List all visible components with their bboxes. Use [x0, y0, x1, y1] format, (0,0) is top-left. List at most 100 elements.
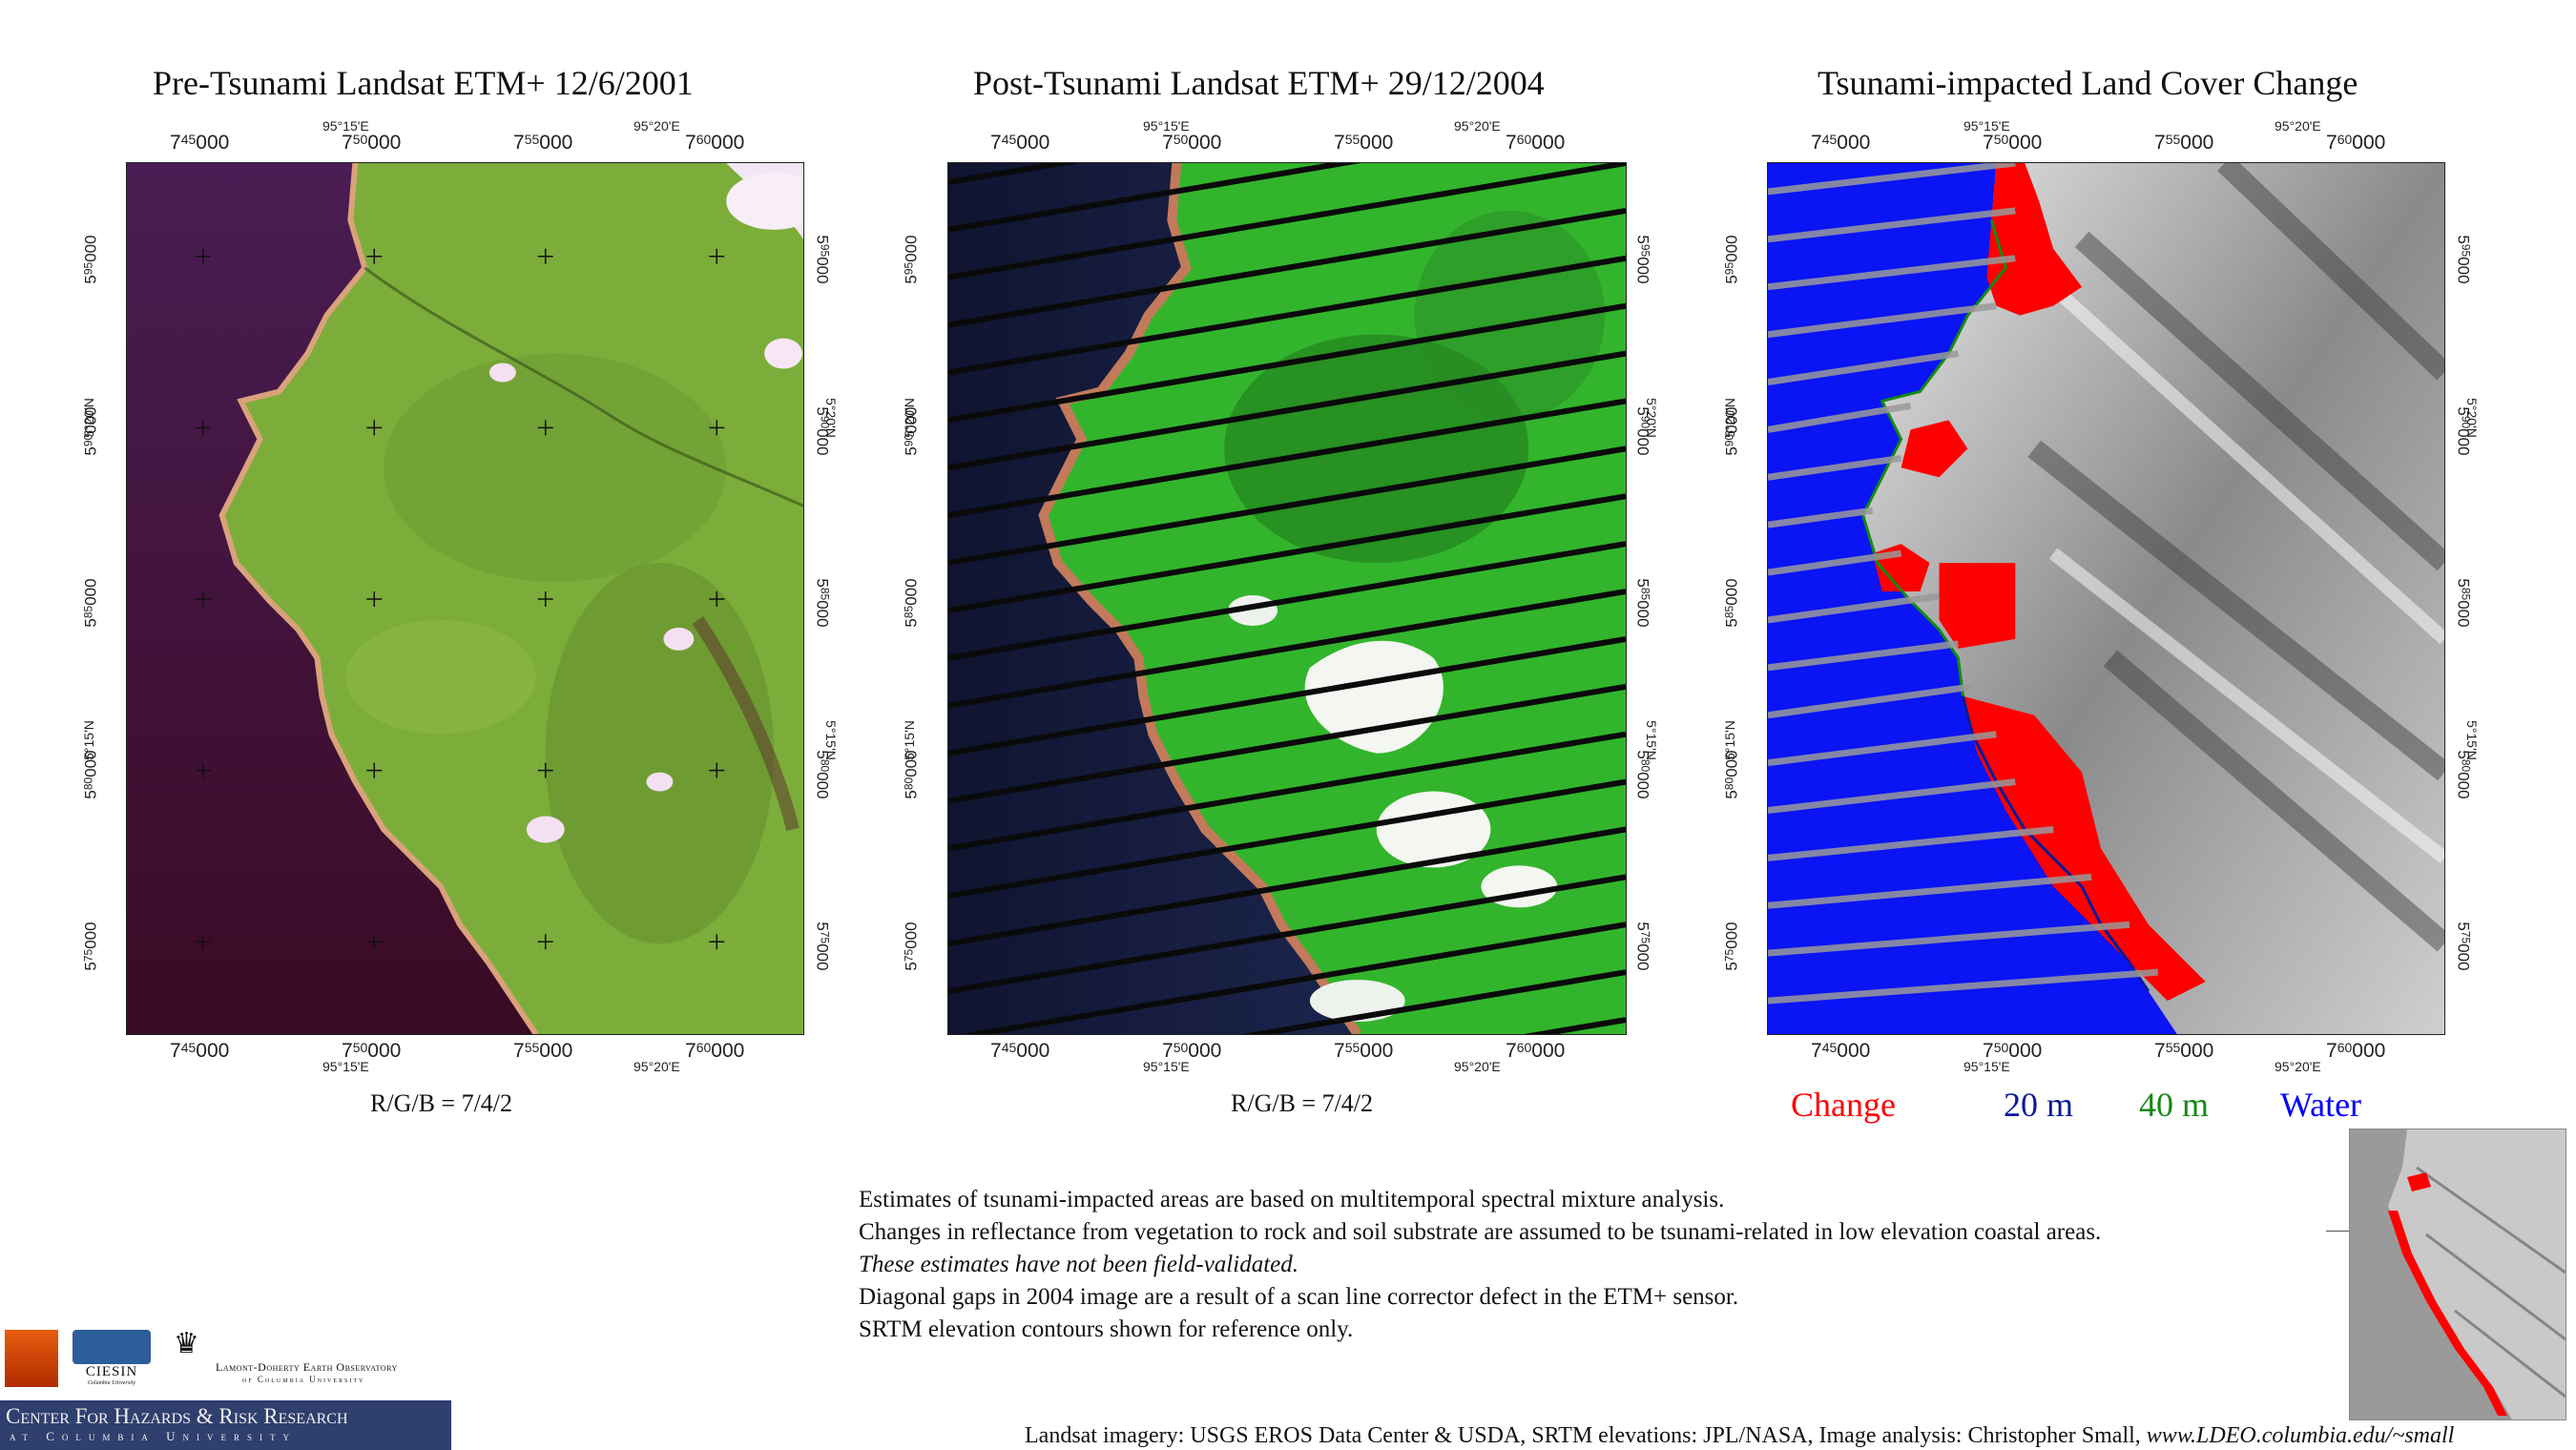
northing-tick-left: 575000 [1722, 922, 1741, 971]
easting-tick-bottom: 750000 [1162, 1040, 1222, 1062]
easting-tick-bottom: 745000 [170, 1040, 230, 1062]
credit-url-link[interactable]: www.LDEO.columbia.edu/~small [2146, 1423, 2455, 1448]
chrr-affiliation: at Columbia University [10, 1429, 298, 1443]
lat-label-right: 5°20'N [822, 398, 839, 438]
legend-40m-contour: 40 m [2139, 1086, 2210, 1124]
band-caption-pre: R/G/B = 7/4/2 [370, 1089, 513, 1117]
easting-tick-top: 760000 [685, 132, 745, 154]
ldeo-logo: ♛ Lamont-Doherty Earth Observatory of Co… [174, 1330, 450, 1389]
inset-pointer [2326, 1231, 2349, 1232]
crown-icon: ♛ [174, 1328, 199, 1359]
lon-label-bottom: 95°15'E [322, 1059, 369, 1074]
lat-label-left: 5°15'N [80, 720, 96, 760]
lon-label-bottom: 95°15'E [1963, 1059, 2010, 1074]
legend-change: Change [1791, 1086, 1896, 1124]
panel-title-post: Post-Tsunami Landsat ETM+ 29/12/2004 [973, 64, 1545, 102]
easting-tick-bottom: 755000 [2154, 1040, 2214, 1062]
northing-tick-right: 575000 [813, 922, 832, 971]
lon-label-top: 95°15'E [1963, 118, 2010, 134]
northing-tick-left: 585000 [1722, 578, 1741, 628]
easting-tick-top: 745000 [1811, 132, 1871, 154]
northing-tick-left: 585000 [81, 578, 100, 628]
northing-tick-right: 585000 [813, 578, 832, 628]
northing-tick-right: 585000 [1633, 578, 1652, 628]
lat-label-left: 5°20'N [901, 398, 917, 438]
lat-label-right: 5°20'N [1643, 398, 1659, 438]
northing-tick-right: 585000 [2454, 578, 2473, 628]
ciesin-logo: CIESIN Columbia University [73, 1330, 151, 1389]
lon-label-top: 95°15'E [322, 118, 369, 134]
easting-tick-bottom: 760000 [2326, 1040, 2386, 1062]
easting-tick-top: 750000 [1983, 132, 2043, 154]
northing-tick-left: 585000 [902, 578, 921, 628]
northing-tick-left: 595000 [902, 235, 921, 284]
ciesin-globe-icon [73, 1330, 151, 1364]
map-post-tsunami [947, 162, 1627, 1035]
easting-tick-bottom: 760000 [1506, 1040, 1566, 1062]
easting-tick-top: 750000 [1162, 132, 1222, 154]
northing-tick-right: 595000 [1633, 235, 1652, 284]
easting-tick-top: 755000 [513, 132, 573, 154]
lat-label-left: 5°15'N [1721, 720, 1737, 760]
northing-tick-left: 595000 [1722, 235, 1741, 284]
easting-tick-bottom: 755000 [1334, 1040, 1394, 1062]
chrr-name: Center For Hazards & Risk Research [6, 1404, 348, 1428]
ldeo-affiliation: of Columbia University [242, 1375, 365, 1384]
panel-title-change: Tsunami-impacted Land Cover Change [1818, 64, 2358, 102]
northing-tick-right: 595000 [2454, 235, 2473, 284]
panel-title-pre: Pre-Tsunami Landsat ETM+ 12/6/2001 [153, 64, 694, 102]
northing-tick-left: 595000 [81, 235, 100, 284]
note-line-italic: These estimates have not been field-vali… [859, 1252, 1298, 1277]
ciesin-subtitle: Columbia University [87, 1380, 136, 1386]
note-line: SRTM elevation contours shown for refere… [859, 1316, 1354, 1342]
easting-tick-top: 755000 [2154, 132, 2214, 154]
easting-tick-top: 750000 [342, 132, 402, 154]
sedac-logo [5, 1330, 58, 1387]
northing-tick-right: 575000 [2454, 922, 2473, 971]
band-caption-post: R/G/B = 7/4/2 [1231, 1089, 1374, 1117]
lat-label-right: 5°15'N [822, 720, 839, 760]
lat-label-right: 5°15'N [2463, 720, 2480, 760]
northing-tick-left: 575000 [81, 922, 100, 971]
lon-label-bottom: 95°20'E [1454, 1059, 1501, 1074]
lat-label-left: 5°15'N [901, 720, 917, 760]
ldeo-name: Lamont-Doherty Earth Observatory [216, 1360, 398, 1374]
ciesin-wordmark: CIESIN [85, 1364, 138, 1379]
locator-inset-map [2349, 1129, 2566, 1420]
easting-tick-bottom: 745000 [990, 1040, 1050, 1062]
note-line: Diagonal gaps in 2004 image are a result… [859, 1284, 1739, 1310]
image-credit: Landsat imagery: USGS EROS Data Center &… [1025, 1423, 2454, 1449]
easting-tick-top: 745000 [170, 132, 230, 154]
easting-tick-top: 745000 [990, 132, 1050, 154]
lon-label-bottom: 95°20'E [634, 1059, 680, 1074]
lon-label-top: 95°20'E [2275, 118, 2321, 134]
easting-tick-bottom: 745000 [1811, 1040, 1871, 1062]
northing-tick-right: 595000 [813, 235, 832, 284]
legend-20m-contour: 20 m [2004, 1086, 2074, 1124]
easting-tick-bottom: 750000 [342, 1040, 402, 1062]
northing-tick-right: 575000 [1633, 922, 1652, 971]
note-line: Changes in reflectance from vegetation t… [859, 1219, 2102, 1245]
lon-label-bottom: 95°20'E [2275, 1059, 2321, 1074]
easting-tick-top: 755000 [1334, 132, 1394, 154]
easting-tick-bottom: 755000 [513, 1040, 573, 1062]
lon-label-top: 95°20'E [634, 118, 680, 134]
lon-label-bottom: 95°15'E [1143, 1059, 1190, 1074]
lon-label-top: 95°20'E [1454, 118, 1501, 134]
map-pre-tsunami [126, 162, 804, 1035]
lat-label-left: 5°20'N [1721, 398, 1737, 438]
easting-tick-bottom: 760000 [685, 1040, 745, 1062]
easting-tick-top: 760000 [2326, 132, 2386, 154]
credit-text: Landsat imagery: USGS EROS Data Center &… [1025, 1423, 2141, 1448]
chrr-banner: Center For Hazards & Risk Research at Co… [0, 1400, 451, 1450]
easting-tick-top: 760000 [1506, 132, 1566, 154]
legend-water: Water [2280, 1086, 2362, 1124]
map-land-cover-change [1767, 162, 2445, 1035]
easting-tick-bottom: 750000 [1983, 1040, 2043, 1062]
northing-tick-left: 575000 [902, 922, 921, 971]
note-line: Estimates of tsunami-impacted areas are … [859, 1187, 1725, 1212]
lon-label-top: 95°15'E [1143, 118, 1190, 134]
lat-label-left: 5°20'N [80, 398, 96, 438]
lat-label-right: 5°20'N [2463, 398, 2480, 438]
lat-label-right: 5°15'N [1643, 720, 1659, 760]
